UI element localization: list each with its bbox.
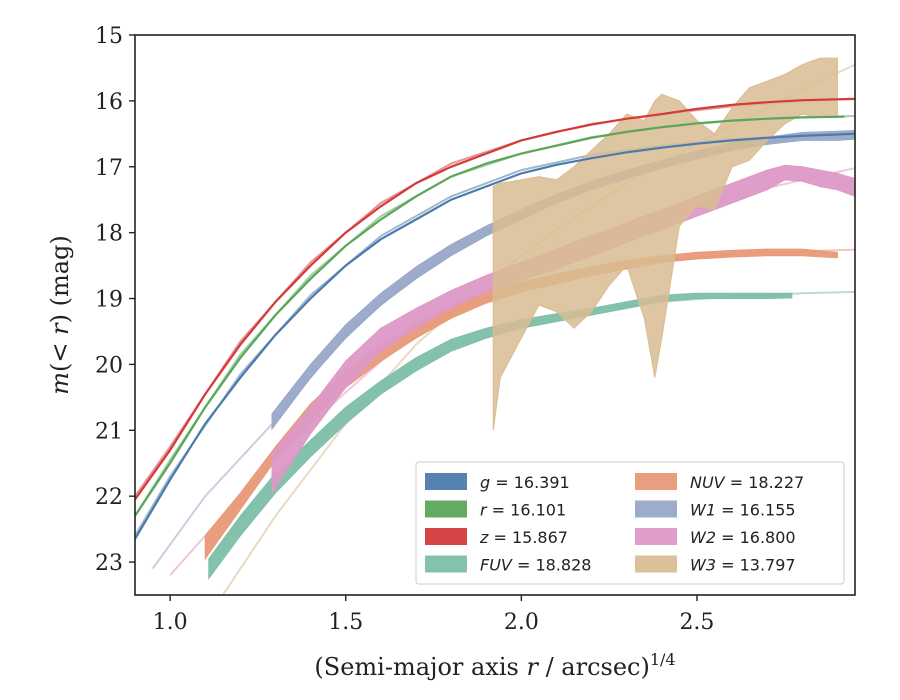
legend-label-fuv: FUV = 18.828 (480, 556, 591, 575)
x-tick-label: 2.0 (504, 610, 539, 635)
y-tick-label: 20 (95, 353, 123, 378)
legend-label-nuv: NUV = 18.227 (690, 473, 804, 492)
legend-swatch-w3 (635, 555, 677, 573)
line-r (135, 115, 845, 517)
legend-label-g: g = 16.391 (480, 473, 570, 492)
x-axis-ticks: 1.0 1.5 2.0 2.5 (153, 595, 714, 635)
legend-swatch-nuv (635, 473, 677, 490)
legend-label-w1: W1 = 16.155 (690, 501, 796, 520)
x-axis-title: (Semi-major axis r / arcsec)1/4 (314, 650, 675, 681)
y-tick-label: 23 (95, 551, 123, 576)
legend-swatch-w1 (635, 500, 677, 518)
y-tick-label: 22 (95, 485, 123, 510)
plot-frame (134, 34, 856, 596)
y-tick-label: 16 (95, 90, 123, 115)
legend-swatch-fuv (425, 555, 467, 573)
x-tick-label: 2.5 (679, 610, 714, 635)
band-w1 (271, 129, 855, 431)
band-series (204, 57, 855, 581)
y-tick-label: 21 (95, 419, 123, 444)
y-tick-label: 18 (95, 222, 123, 247)
legend-swatch-z (425, 528, 467, 545)
y-tick-label: 17 (95, 156, 123, 181)
y-axis-title: m(< r) (mag) (46, 235, 74, 395)
legend-label-z: z = 15.867 (479, 528, 568, 547)
legend-label-w3: W3 = 13.797 (690, 556, 796, 575)
band-fuv (208, 292, 793, 581)
line-series (135, 97, 855, 540)
y-axis-ticks: 15 16 17 18 19 20 21 22 23 (95, 24, 135, 576)
legend-swatch-w2 (635, 528, 677, 545)
x-tick-label: 1.0 (153, 610, 188, 635)
x-tick-label: 1.5 (328, 610, 363, 635)
y-tick-label: 19 (95, 288, 123, 313)
legend-swatch-g (425, 473, 467, 490)
line-g (135, 132, 855, 540)
line-z (135, 97, 855, 501)
legend: g = 16.391 r = 16.101 z = 15.867 FUV = 18.8… (415, 461, 845, 585)
legend-label-r: r = 16.101 (480, 501, 566, 520)
legend-swatch-r (425, 500, 467, 518)
y-tick-label: 15 (95, 24, 123, 49)
legend-label-w2: W2 = 16.800 (690, 528, 796, 547)
legend-box (415, 461, 845, 585)
